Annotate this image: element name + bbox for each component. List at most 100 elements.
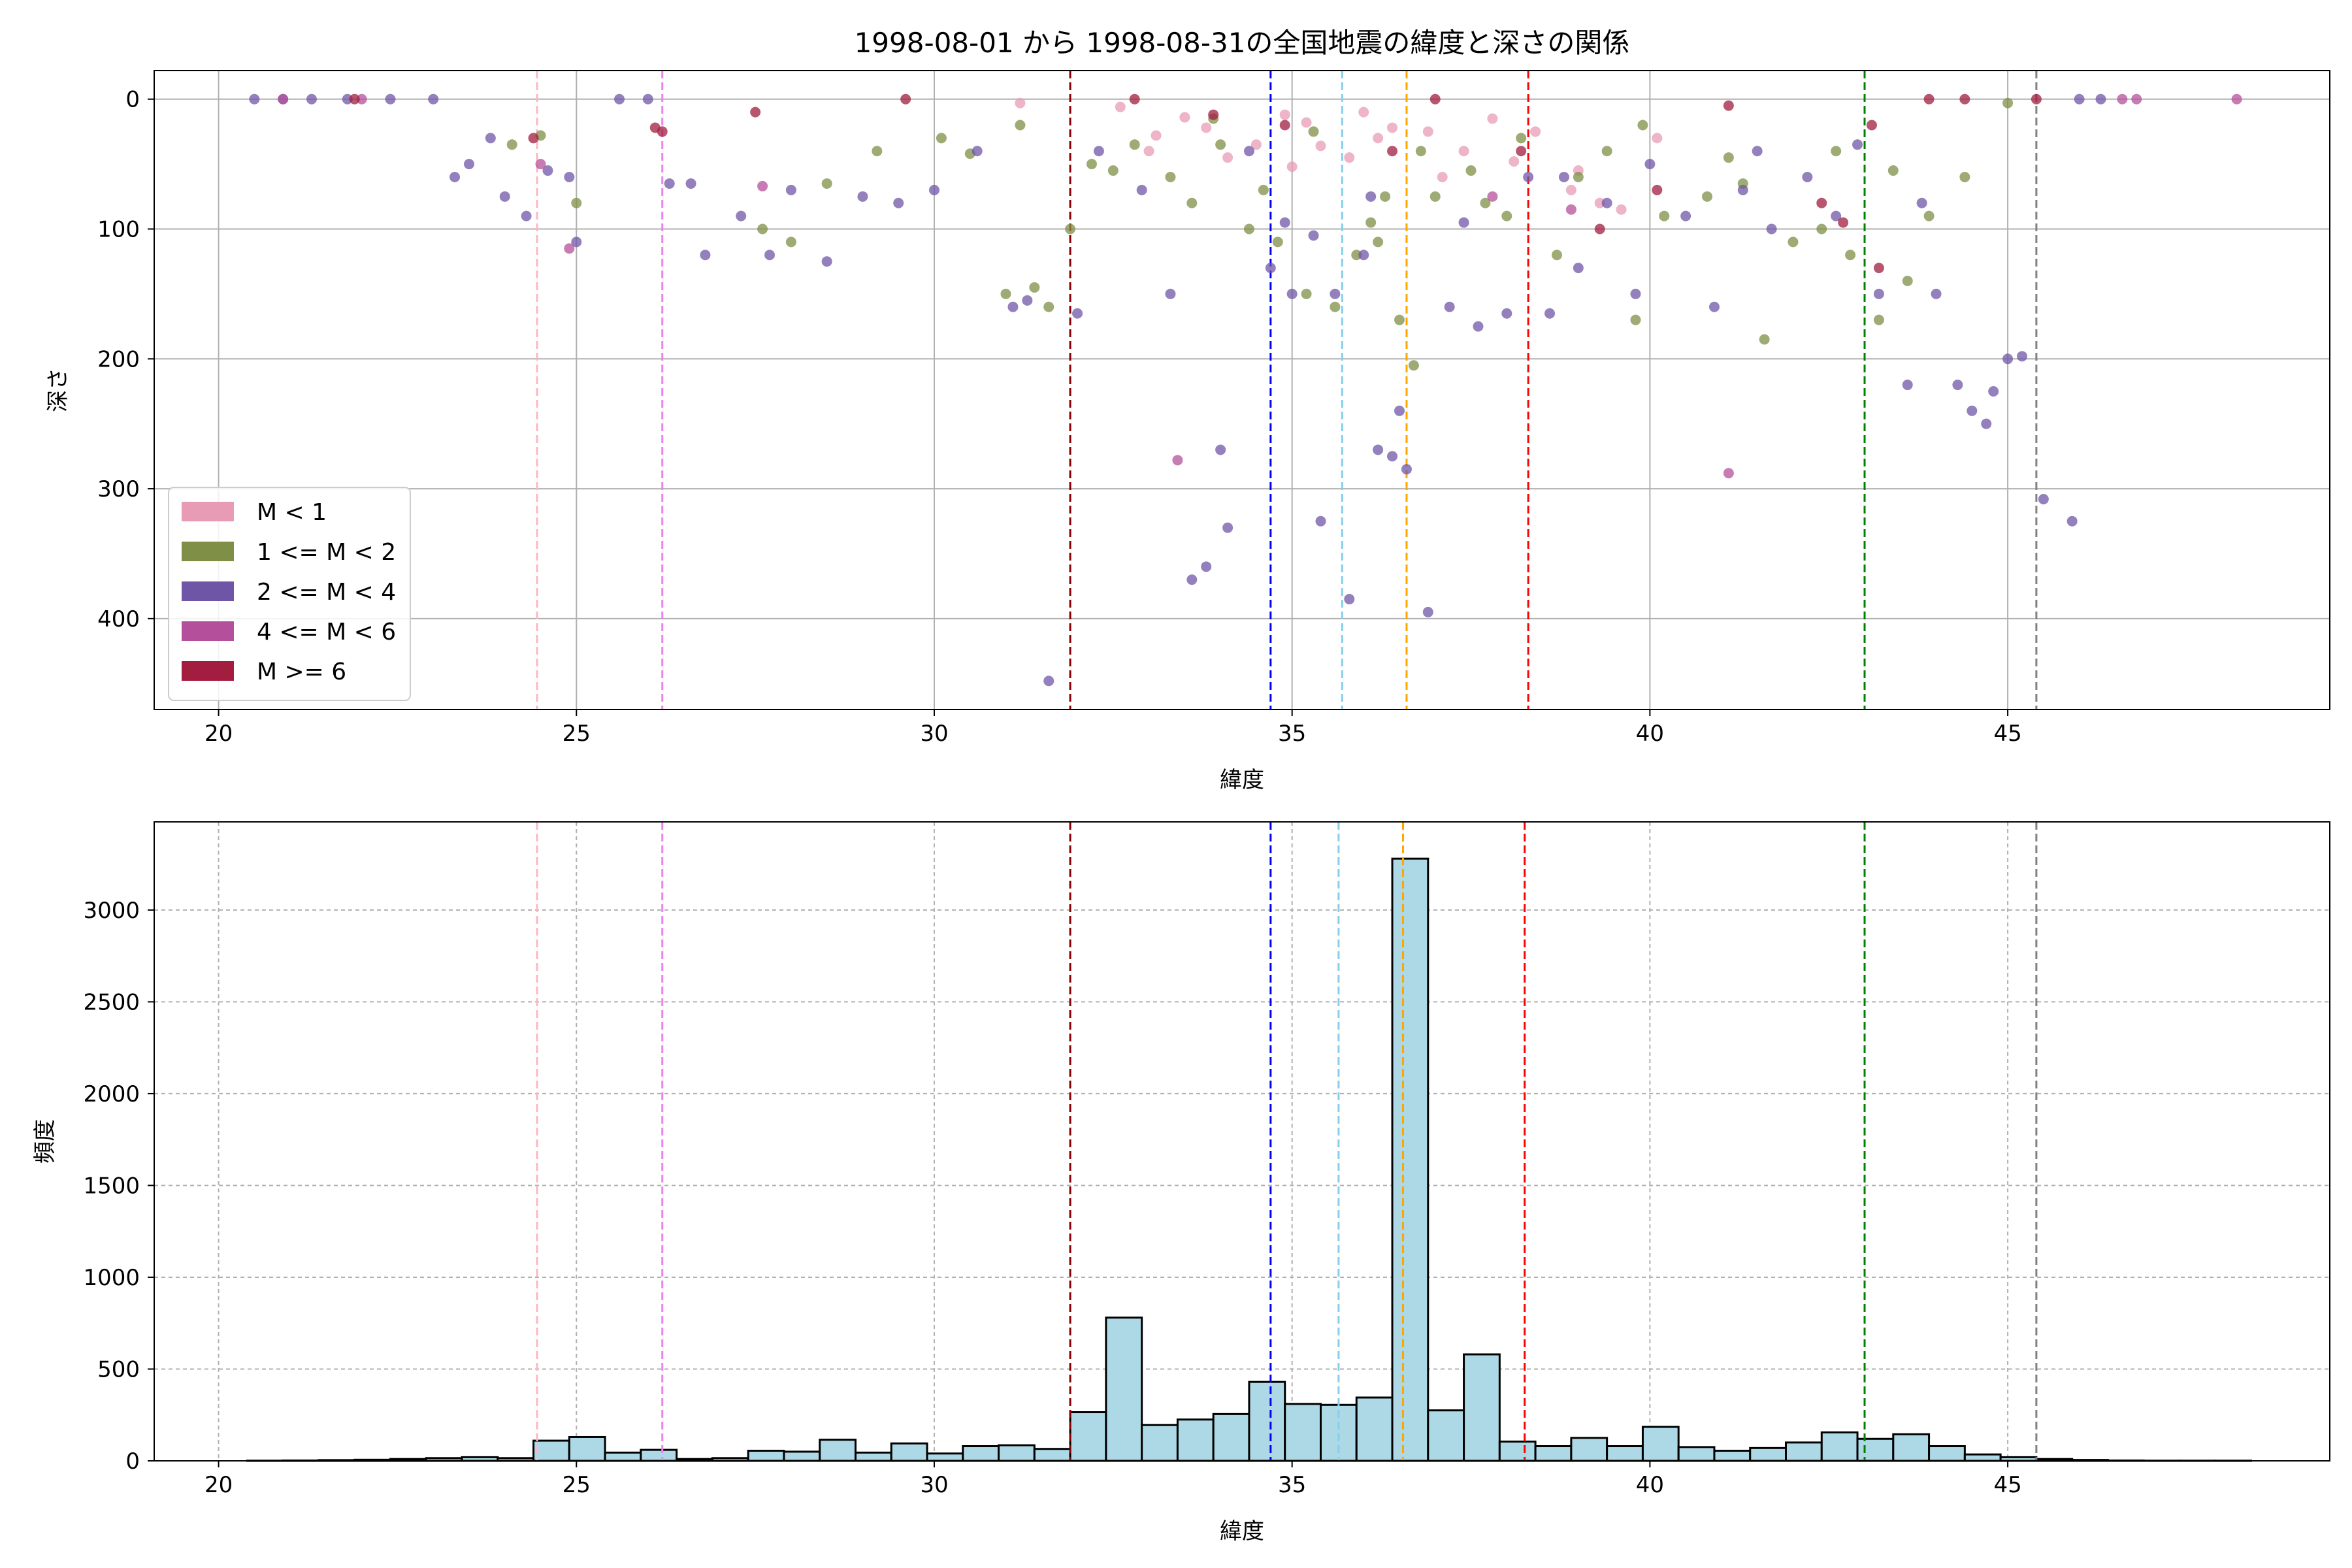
scatter-x-tick-label: 35 — [1278, 721, 1306, 747]
histogram-bar — [604, 1451, 642, 1462]
scatter-point — [1029, 282, 1040, 293]
scatter-point — [1952, 380, 1963, 391]
scatter-point — [1680, 210, 1691, 221]
histogram-x-axis-label: 緯度 — [1220, 1518, 1264, 1544]
scatter-point — [1530, 126, 1541, 137]
scatter-point — [1702, 191, 1713, 202]
scatter-point — [1959, 93, 1970, 105]
scatter-point — [2002, 97, 2014, 108]
histogram-bar — [819, 1439, 857, 1462]
histogram-grid — [154, 822, 2330, 1462]
scatter-point — [1408, 360, 1419, 371]
scatter-point — [1866, 120, 1877, 131]
histogram-bar — [1570, 1437, 1609, 1462]
scatter-point — [506, 139, 517, 150]
scatter-point — [1286, 161, 1298, 172]
scatter-point — [1165, 172, 1176, 182]
scatter-point — [1923, 93, 1935, 105]
histogram-bar — [1069, 1411, 1107, 1462]
scatter-point — [463, 159, 474, 170]
scatter-point — [1365, 217, 1377, 228]
histogram-y-tick-label: 2000 — [83, 1081, 140, 1107]
histogram-y-tick-label: 500 — [97, 1356, 140, 1382]
histogram-x-tick-label: 30 — [920, 1472, 948, 1498]
scatter-point — [1387, 451, 1398, 462]
histogram-bar — [1355, 1396, 1394, 1462]
histogram-bar — [1391, 857, 1429, 1462]
histogram-bar — [998, 1444, 1036, 1462]
histogram-bars — [246, 857, 2253, 1462]
scatter-point — [1179, 112, 1190, 123]
histogram-bar — [1606, 1445, 1644, 1462]
scatter-x-tick-label: 40 — [1636, 721, 1664, 747]
scatter-point — [1250, 139, 1262, 150]
histogram-bar — [1641, 1426, 1680, 1462]
histogram-bar — [1248, 1380, 1286, 1462]
scatter-point — [1344, 594, 1355, 605]
scatter-point — [1565, 184, 1576, 195]
legend-swatch — [182, 502, 234, 521]
scatter-point — [1759, 334, 1770, 345]
histogram-bar — [1105, 1316, 1143, 1462]
legend-box — [168, 487, 411, 701]
scatter-point — [1601, 197, 1612, 208]
histogram-bar — [1892, 1433, 1931, 1462]
scatter-y-axis-label: 深さ — [45, 368, 71, 412]
scatter-point — [1330, 288, 1341, 299]
scatter-point — [2117, 93, 2128, 105]
scatter-point — [1358, 106, 1369, 118]
histogram-x-tick-label: 40 — [1636, 1472, 1664, 1498]
scatter-point — [1380, 191, 1391, 202]
scatter-point — [1208, 109, 1219, 120]
scatter-point — [936, 133, 947, 144]
histogram-bar — [1856, 1437, 1895, 1462]
histogram-bar — [1284, 1403, 1322, 1462]
scatter-point — [1022, 295, 1033, 306]
scatter-point — [1988, 385, 1999, 397]
scatter-reference-lines — [536, 71, 2038, 710]
scatter-point — [700, 250, 711, 261]
scatter-point — [785, 237, 796, 248]
scatter-point — [1279, 217, 1290, 228]
scatter-point — [1373, 133, 1384, 144]
scatter-point — [1429, 93, 1441, 105]
scatter-point — [1873, 288, 1884, 299]
scatter-point — [642, 93, 653, 105]
scatter-point — [1723, 100, 1734, 111]
scatter-point — [614, 93, 625, 105]
scatter-point — [1165, 288, 1176, 299]
legend-swatch — [182, 542, 234, 561]
scatter-y-tick-label: 0 — [125, 87, 140, 113]
scatter-point — [1315, 140, 1326, 152]
scatter-point — [1093, 146, 1104, 157]
scatter-point — [1816, 197, 1827, 208]
scatter-point — [1151, 130, 1162, 141]
scatter-point — [1279, 109, 1290, 120]
scatter-point — [1107, 165, 1119, 176]
scatter-point — [485, 133, 496, 144]
scatter-point — [1437, 172, 1448, 182]
scatter-point — [428, 93, 439, 105]
legend-label: 2 <= M < 4 — [257, 579, 396, 606]
histogram-x-tick-label: 45 — [1993, 1472, 2021, 1498]
histogram-bar — [1963, 1453, 2002, 1462]
scatter-point — [1373, 444, 1384, 455]
scatter-points — [249, 93, 2242, 687]
scatter-point — [1831, 210, 1842, 221]
scatter-point — [1129, 139, 1140, 150]
scatter-point — [1301, 117, 1312, 128]
scatter-point — [1143, 146, 1154, 157]
scatter-point — [1845, 250, 1856, 261]
legend-label: M >= 6 — [257, 659, 346, 685]
scatter-point — [1201, 561, 1212, 572]
scatter-y-tick-label: 100 — [97, 217, 140, 243]
scatter-point — [2016, 351, 2027, 362]
scatter-point — [1644, 159, 1656, 170]
histogram-bar — [1820, 1431, 1859, 1462]
scatter-frame — [154, 70, 2330, 710]
scatter-point — [1415, 146, 1426, 157]
histogram-bar — [1427, 1409, 1465, 1462]
scatter-point — [1594, 197, 1605, 208]
scatter-point — [1394, 405, 1405, 416]
histogram-bar — [1749, 1446, 1787, 1462]
